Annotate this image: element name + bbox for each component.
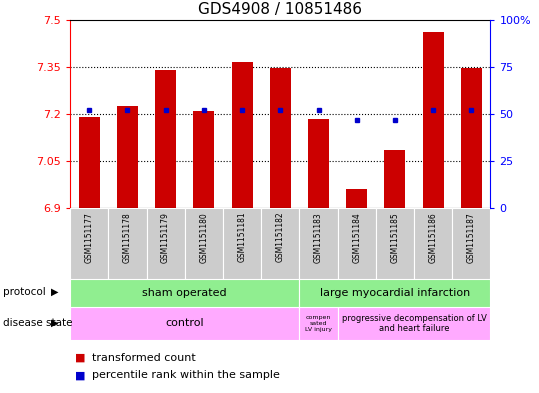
Bar [299,279,490,307]
Text: GSM1151184: GSM1151184 [352,212,361,263]
Bar [79,117,100,208]
Bar [337,307,490,340]
Bar [232,62,253,208]
Bar [308,119,329,208]
Bar [155,70,176,208]
Text: GSM1151182: GSM1151182 [276,212,285,263]
Text: GSM1151177: GSM1151177 [85,212,94,263]
Text: progressive decompensation of LV
and heart failure: progressive decompensation of LV and hea… [342,314,487,333]
Bar [117,106,138,208]
Title: GDS4908 / 10851486: GDS4908 / 10851486 [198,2,362,17]
Bar [70,208,108,279]
Text: control: control [165,318,204,328]
Text: GSM1151187: GSM1151187 [467,212,476,263]
Text: disease state: disease state [3,318,72,328]
Bar [346,189,367,208]
Bar [261,208,299,279]
Text: GSM1151183: GSM1151183 [314,212,323,263]
Text: large myocardial infarction: large myocardial infarction [320,288,470,298]
Text: GSM1151186: GSM1151186 [429,212,438,263]
Text: percentile rank within the sample: percentile rank within the sample [92,370,280,380]
Bar [70,307,299,340]
Bar [461,68,482,208]
Text: compen
sated
LV injury: compen sated LV injury [305,315,332,332]
Bar [194,111,215,208]
Text: transformed count: transformed count [92,353,195,363]
Bar [223,208,261,279]
Bar [452,208,490,279]
Bar [299,307,337,340]
Text: ▶: ▶ [51,287,59,297]
Text: sham operated: sham operated [142,288,227,298]
Text: ■: ■ [75,353,86,363]
Text: GSM1151185: GSM1151185 [390,212,399,263]
Bar [337,208,376,279]
Text: ■: ■ [75,370,86,380]
Bar [299,208,337,279]
Bar [376,208,414,279]
Text: GSM1151180: GSM1151180 [199,212,209,263]
Bar [384,150,405,208]
Bar [270,68,291,208]
Bar [185,208,223,279]
Text: protocol: protocol [3,287,45,297]
Bar [70,279,299,307]
Text: GSM1151181: GSM1151181 [238,212,246,263]
Bar [108,208,147,279]
Bar [414,208,452,279]
Text: ▶: ▶ [51,318,59,328]
Bar [147,208,185,279]
Text: GSM1151178: GSM1151178 [123,212,132,263]
Text: GSM1151179: GSM1151179 [161,212,170,263]
Bar [423,32,444,208]
